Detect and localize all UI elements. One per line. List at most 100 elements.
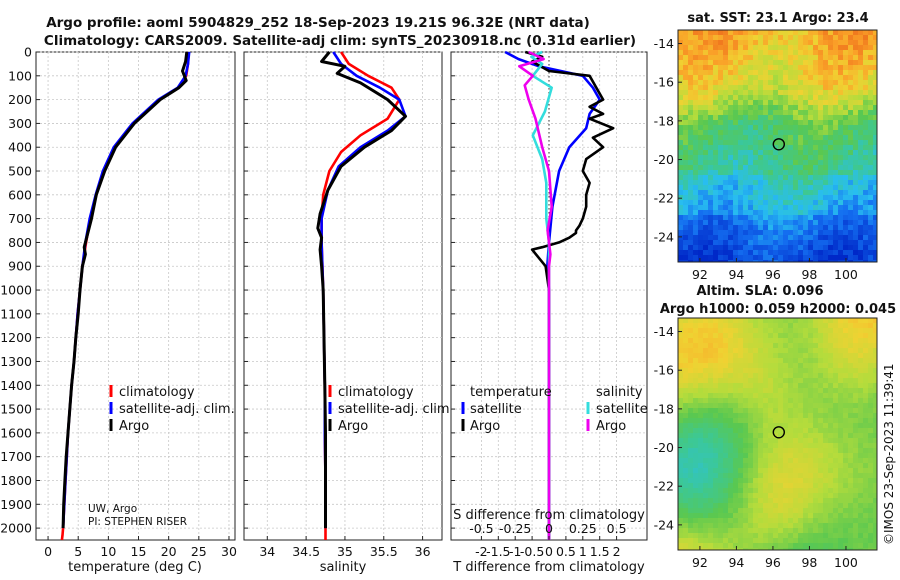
map-cell [868, 255, 874, 261]
map-cell [733, 45, 739, 51]
map-cell [738, 348, 744, 354]
map-cell [863, 388, 869, 394]
map-cell [743, 323, 749, 329]
map-cell [778, 40, 784, 46]
map-cell [758, 458, 764, 464]
map-cell [848, 343, 854, 349]
map-cell [708, 513, 714, 519]
map-cell [718, 125, 724, 131]
map-cell [708, 195, 714, 201]
map-cell [758, 65, 764, 71]
map-cell [768, 478, 774, 484]
map-cell [723, 498, 729, 504]
map-cell [848, 518, 854, 524]
map-cell [858, 433, 864, 439]
map-cell [703, 318, 709, 324]
map-cell [808, 140, 814, 146]
map-cell [823, 318, 829, 324]
map-cell [688, 45, 694, 51]
map-cell [758, 448, 764, 454]
map-cell [743, 403, 749, 409]
map-cell [773, 180, 779, 186]
map-cell [678, 200, 684, 206]
map-cell [758, 523, 764, 529]
map-cell [793, 65, 799, 71]
map-cell [728, 443, 734, 449]
map-cell [678, 145, 684, 151]
map-cell [708, 225, 714, 231]
map-cell [813, 205, 819, 211]
map-cell [863, 35, 869, 41]
map-cell [763, 190, 769, 196]
map-cell [688, 503, 694, 509]
map-cell [808, 428, 814, 434]
map-cell [863, 503, 869, 509]
map-cell [803, 443, 809, 449]
map-cell [843, 150, 849, 156]
map-cell [693, 240, 699, 246]
map-cell [763, 413, 769, 419]
map-cell [853, 438, 859, 444]
map-cell [773, 30, 779, 36]
map-cell [838, 328, 844, 334]
map-cell [728, 473, 734, 479]
map-cell [823, 498, 829, 504]
map-cell [738, 225, 744, 231]
map-cell [803, 35, 809, 41]
map-cell [848, 498, 854, 504]
map-cell [793, 363, 799, 369]
map-cell [743, 533, 749, 539]
map-cell [853, 210, 859, 216]
map-cell [823, 543, 829, 549]
map-cell [718, 55, 724, 61]
map-cell [728, 60, 734, 66]
map-cell [868, 528, 874, 534]
map-cell [693, 180, 699, 186]
map-cell [728, 388, 734, 394]
map-cell [803, 240, 809, 246]
map-cell [703, 105, 709, 111]
map-cell [823, 403, 829, 409]
map-cell [773, 513, 779, 519]
map-cell [743, 548, 749, 551]
map-cell [743, 95, 749, 101]
map-cell [843, 75, 849, 81]
map-cell [713, 318, 719, 324]
map-cell [843, 408, 849, 414]
map-cell [698, 498, 704, 504]
map-cell [763, 155, 769, 161]
map-cell [733, 443, 739, 449]
map-cell [848, 45, 854, 51]
map-cell [713, 498, 719, 504]
map-cell [858, 398, 864, 404]
map-cell [753, 60, 759, 66]
depth-tick-label: 1800 [0, 473, 32, 488]
map-cell [748, 378, 754, 384]
map-cell [728, 348, 734, 354]
map-cell [863, 235, 869, 241]
map-cell [693, 548, 699, 551]
map-cell [718, 145, 724, 151]
map-cell [723, 95, 729, 101]
map-cell [763, 353, 769, 359]
map-cell [753, 175, 759, 181]
map-cell [703, 100, 709, 106]
map-cell [688, 403, 694, 409]
map-cell [703, 95, 709, 101]
map-cell [708, 483, 714, 489]
map-cell [683, 473, 689, 479]
map-cell [803, 543, 809, 549]
map-cell [678, 428, 684, 434]
map-cell [833, 100, 839, 106]
map-cell [738, 468, 744, 474]
map-cell [728, 533, 734, 539]
map-cell [763, 85, 769, 91]
map-cell [813, 518, 819, 524]
map-cell [743, 523, 749, 529]
map-cell [698, 348, 704, 354]
map-cell [858, 225, 864, 231]
map-cell [688, 40, 694, 46]
map-cell [753, 30, 759, 36]
map-cell [763, 388, 769, 394]
map-cell [703, 245, 709, 251]
